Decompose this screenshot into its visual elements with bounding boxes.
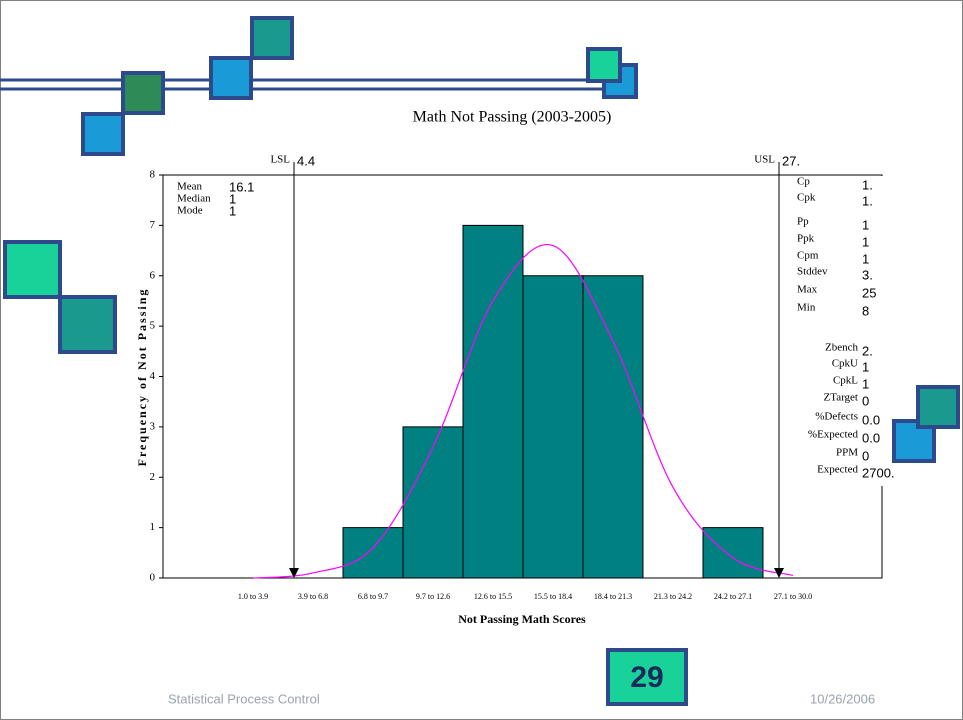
stat-label: Min [797,302,816,314]
chart-title: Math Not Passing (2003-2005) [413,109,612,126]
x-axis-label: Not Passing Math Scores [458,612,586,626]
stat-value: 3. [862,267,873,282]
stat-value: 1 [862,251,869,266]
stat-value: 1. [862,193,873,208]
stat-label: PPM [836,447,858,459]
x-tick-label: 18.4 to 21.3 [594,592,632,601]
page-number: 29 [630,661,663,694]
x-tick-label: 27.1 to 30.0 [774,592,812,601]
y-tick-label: 2 [150,471,156,483]
y-tick-label: 4 [150,370,156,382]
y-tick-label: 0 [150,572,156,584]
stat-label: %Expected [808,429,859,441]
stat-label: ZTarget [824,392,858,404]
stat-label: Stddev [797,266,828,278]
x-tick-label: 15.5 to 18.4 [534,592,572,601]
stat-label: CpkU [832,358,858,370]
x-tick-label: 21.3 to 24.2 [654,592,692,601]
x-tick-label: 9.7 to 12.6 [416,592,450,601]
spec-value: 27. [782,153,800,168]
bar [523,276,583,578]
stat-label: Expected [817,464,858,476]
x-tick-label: 3.9 to 6.8 [298,592,328,601]
stat-label: CpkL [833,375,858,387]
x-tick-label: 24.2 to 27.1 [714,592,752,601]
y-tick-label: 6 [150,269,156,281]
stat-label: Cpk [797,192,816,204]
stat-value: 2. [862,343,873,358]
stat-label: Ppk [797,233,815,245]
stat-label: Cp [797,176,810,188]
stat-label: Zbench [825,342,858,354]
bar [343,528,403,578]
y-tick-label: 5 [150,320,156,332]
stat-value: 0 [862,393,869,408]
stat-label: Median [177,193,211,205]
stat-value: 25 [862,285,876,300]
stat-value: 8 [862,303,869,318]
stat-label: Mean [177,181,203,193]
stat-value: 2700. [862,465,895,480]
stat-value: 0.0 [862,430,880,445]
stat-label: Mode [177,205,203,217]
stat-value: 0 [862,448,869,463]
stat-value: 1 [229,203,236,218]
y-tick-label: 1 [150,521,156,533]
bar [463,225,523,578]
x-tick-label: 6.8 to 9.7 [358,592,388,601]
stat-label: Max [797,284,818,296]
spec-label: USL [754,154,775,166]
x-tick-label: 12.6 to 15.5 [474,592,512,601]
stat-value: 1. [862,177,873,192]
bar [583,276,643,578]
y-tick-label: 3 [150,420,156,432]
stat-value: 1 [862,359,869,374]
y-tick-label: 8 [150,169,156,181]
footer-left: Statistical Process Control [168,691,320,706]
stat-value: 0.0 [862,412,880,427]
stat-value: 1 [862,217,869,232]
stat-label: Pp [797,216,809,228]
spec-value: 4.4 [297,153,315,168]
spec-label: LSL [270,154,290,166]
slide: Statistical Process Control 29 10/26/200… [0,0,963,720]
footer-date: 10/26/2006 [810,691,875,706]
stat-label: Cpm [797,250,819,262]
x-tick-label: 1.0 to 3.9 [238,592,268,601]
stat-value: 1 [862,234,869,249]
y-axis-label: Frequency of Not Passing [135,288,149,467]
stat-label: %Defects [815,411,858,423]
y-tick-label: 7 [150,219,156,231]
stat-value: 1 [862,376,869,391]
bar [403,427,463,578]
bar [703,528,763,578]
